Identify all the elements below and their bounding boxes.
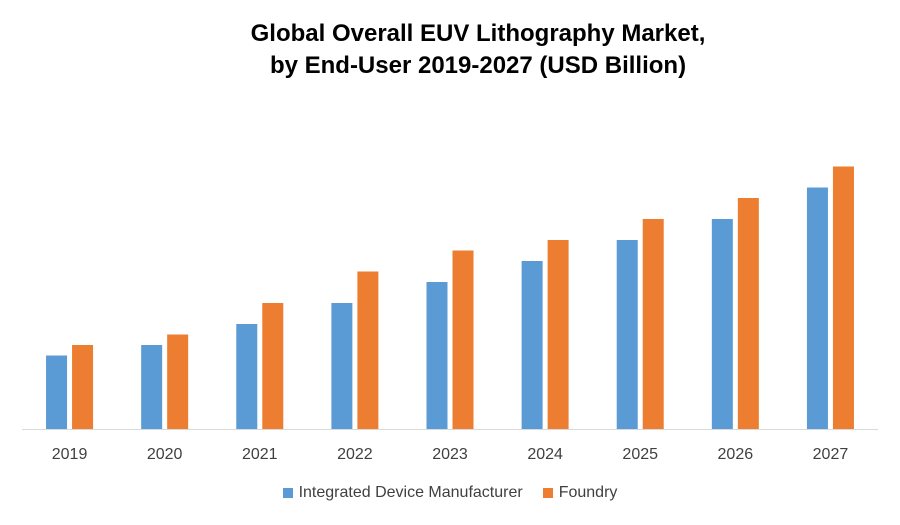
bar-idm-2020 (141, 345, 163, 429)
legend-label-idm: Integrated Device Manufacturer (298, 484, 523, 501)
bar-foundry-2026 (737, 198, 759, 429)
legend-swatch-foundry (542, 488, 553, 498)
bar-foundry-2019 (72, 345, 94, 429)
bar-idm-2019 (46, 355, 68, 429)
bar-foundry-2025 (642, 219, 664, 429)
bar-foundry-2020 (167, 334, 189, 429)
bar-idm-2024 (521, 261, 543, 429)
legend-item-foundry: Foundry (542, 484, 618, 502)
title-line-1: Global Overall EUV Lithography Market, (250, 20, 706, 47)
bar-foundry-2022 (357, 271, 379, 429)
bar-foundry-2027 (832, 166, 854, 429)
x-tick-label: 2025 (622, 446, 658, 463)
x-tick-label: 2026 (718, 446, 754, 463)
x-tick-label: 2023 (432, 446, 468, 463)
legend-swatch-idm (282, 488, 293, 498)
legend: Integrated Device Manufacturer Foundry (0, 484, 900, 502)
x-tick-label: 2024 (527, 446, 563, 463)
bar-foundry-2021 (262, 303, 284, 429)
bar-idm-2022 (331, 303, 353, 429)
title-line-2: by End-User 2019-2027 (USD Billion) (269, 52, 687, 79)
bar-foundry-2024 (547, 240, 569, 429)
bar-idm-2023 (426, 282, 448, 429)
chart-title: Global Overall EUV Lithography Market, b… (0, 18, 900, 82)
bar-idm-2026 (711, 219, 733, 429)
x-tick-label: 2021 (242, 446, 278, 463)
x-tick-label: 2019 (52, 446, 88, 463)
legend-label-foundry: Foundry (558, 484, 618, 501)
bar-foundry-2023 (452, 250, 474, 429)
bar-idm-2021 (236, 324, 258, 429)
bar-idm-2027 (806, 187, 828, 429)
x-tick-label: 2020 (147, 446, 183, 463)
x-tick-label: 2022 (337, 446, 373, 463)
x-tick-label: 2027 (813, 446, 849, 463)
legend-item-idm: Integrated Device Manufacturer (282, 484, 523, 502)
bar-idm-2025 (616, 240, 638, 429)
